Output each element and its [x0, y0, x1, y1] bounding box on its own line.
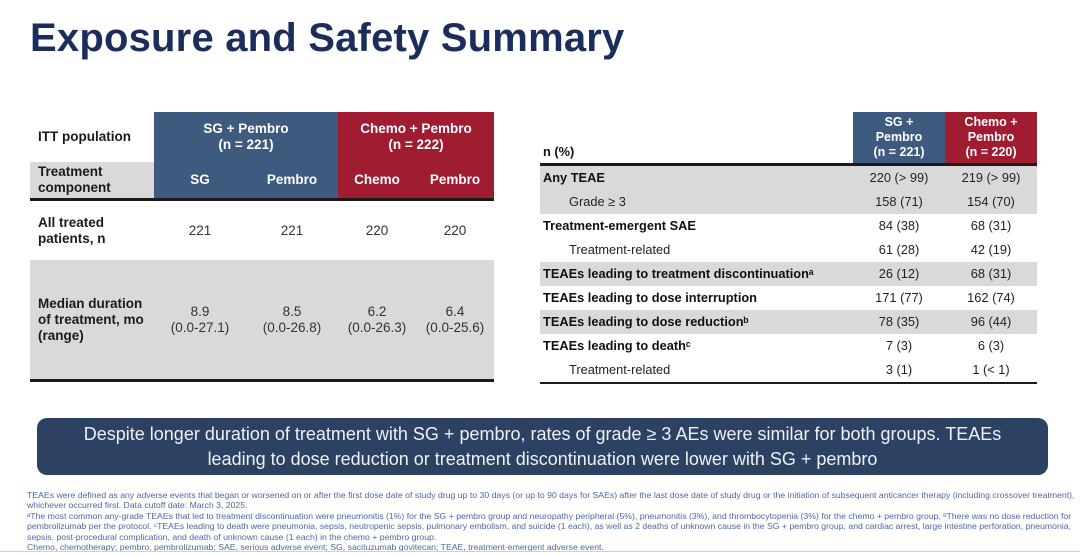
row-label: TEAEs leading to dose interruption — [543, 290, 758, 305]
row-any-teae: Any TEAE 220 (> 99) 219 (> 99) — [540, 165, 1037, 190]
value-cell: 42 (19) — [970, 242, 1012, 257]
slide-bottom-edge — [0, 551, 1080, 552]
row-label: TEAEs leading to deathᶜ — [543, 338, 691, 353]
row-teae-dose-interruption: TEAEs leading to dose interruption 171 (… — [540, 286, 1037, 310]
value-cell: 1 (< 1) — [972, 362, 1010, 377]
exposure-table-header-row: ITT population SG + Pembro (n = 221) Che… — [30, 112, 494, 162]
value-cell: 78 (35) — [878, 314, 920, 329]
value-cell: 171 (77) — [875, 290, 923, 305]
row-label: TEAEs leading to dose reductionᵇ — [543, 314, 749, 329]
sg-pembro-column-header: SG + Pembro (n = 221) — [853, 112, 945, 163]
value-cell: 6.4 (0.0-25.6) — [425, 303, 485, 335]
conclusion-text: Despite longer duration of treatment wit… — [83, 423, 1002, 469]
value-cell: 220 (> 99) — [869, 170, 929, 185]
value-cell: 221 — [280, 222, 304, 238]
footnote-line: pembrolizumab per the protocol. ᶜTEAEs l… — [27, 521, 1071, 532]
subcolumn-pembro-2: Pembro — [416, 162, 494, 198]
row-label: TEAEs leading to treatment discontinuati… — [543, 266, 814, 281]
footnote-line: whichever occurred first. Data cutoff da… — [27, 500, 248, 511]
footnote-line: sepsis, post-procedural complication, an… — [27, 531, 437, 542]
value-cell: 219 (> 99) — [961, 170, 1021, 185]
conclusion-callout: Despite longer duration of treatment wit… — [37, 418, 1048, 475]
table-divider — [540, 163, 1037, 166]
value-cell: 6.2 (0.0-26.3) — [347, 303, 407, 335]
footnote-line: Chemo, chemotherapy; pembro, pembrolizum… — [27, 542, 604, 553]
value-cell: 8.5 (0.0-26.8) — [262, 303, 322, 335]
safety-table-header-row: n (%) SG + Pembro (n = 221) Chemo + Pemb… — [540, 112, 1037, 163]
row-teae-death: TEAEs leading to deathᶜ 7 (3) 6 (3) — [540, 334, 1037, 358]
table-divider — [540, 381, 1037, 384]
n-percent-label: n (%) — [543, 144, 575, 159]
row-sae-treatment-related: Treatment-related 61 (28) 42 (19) — [540, 238, 1037, 262]
subcolumn-pembro-1: Pembro — [246, 162, 338, 198]
sg-pembro-group-header: SG + Pembro (n = 221) — [154, 112, 338, 162]
row-label: Grade ≥ 3 — [569, 194, 626, 209]
row-label: Treatment-emergent SAE — [543, 218, 696, 233]
value-cell: 84 (38) — [878, 218, 920, 233]
subcolumn-chemo: Chemo — [338, 162, 416, 198]
row-grade-ge-3: Grade ≥ 3 158 (71) 154 (70) — [540, 189, 1037, 214]
chemo-pembro-group-header: Chemo + Pembro (n = 222) — [338, 112, 494, 162]
treatment-component-label: Treatment component — [30, 162, 154, 198]
footnotes: TEAEs were defined as any adverse events… — [27, 490, 1075, 552]
itt-population-label: ITT population — [30, 112, 154, 162]
treatment-component-row: Treatment component SG Pembro Chemo Pemb… — [30, 162, 494, 198]
value-cell: 162 (74) — [967, 290, 1015, 305]
row-label: Treatment-related — [569, 242, 671, 257]
row-teae-discontinuation: TEAEs leading to treatment discontinuati… — [540, 261, 1037, 286]
safety-table: n (%) SG + Pembro (n = 221) Chemo + Pemb… — [540, 112, 1037, 384]
value-cell: 68 (31) — [970, 218, 1012, 233]
value-cell: 3 (1) — [885, 362, 913, 377]
table-divider — [30, 198, 494, 201]
value-cell: 6 (3) — [977, 338, 1005, 353]
value-cell: 154 (70) — [967, 194, 1015, 209]
row-label: Any TEAE — [543, 170, 605, 185]
row-label: Median duration of treatment, mo (range) — [38, 295, 144, 343]
chemo-pembro-column-header: Chemo + Pembro (n = 220) — [945, 112, 1037, 163]
row-label: Treatment-related — [569, 362, 671, 377]
value-cell: 61 (28) — [878, 242, 920, 257]
subcolumn-sg: SG — [154, 162, 246, 198]
value-cell: 221 — [188, 222, 212, 238]
footnote-line: ᵃThe most common any-grade TEAEs that le… — [27, 510, 1072, 521]
row-death-treatment-related: Treatment-related 3 (1) 1 (< 1) — [540, 358, 1037, 382]
page-title: Exposure and Safety Summary — [30, 16, 625, 60]
value-cell: 220 — [365, 222, 389, 238]
footnote-line: TEAEs were defined as any adverse events… — [27, 490, 1075, 500]
value-cell: 8.9 (0.0-27.1) — [170, 303, 230, 335]
value-cell: 7 (3) — [885, 338, 913, 353]
exposure-table: ITT population SG + Pembro (n = 221) Che… — [30, 112, 494, 382]
row-label: All treated patients, n — [38, 214, 106, 246]
value-cell: 158 (71) — [875, 194, 923, 209]
value-cell: 220 — [443, 222, 467, 238]
value-cell: 26 (12) — [878, 266, 920, 281]
row-median-duration: Median duration of treatment, mo (range)… — [30, 260, 494, 379]
value-cell: 96 (44) — [970, 314, 1012, 329]
row-all-treated-patients: All treated patients, n 221 221 220 220 — [30, 201, 494, 260]
table-divider — [30, 379, 494, 382]
value-cell: 68 (31) — [970, 266, 1012, 281]
row-teae-dose-reduction: TEAEs leading to dose reductionᵇ 78 (35)… — [540, 309, 1037, 334]
row-treatment-emergent-sae: Treatment-emergent SAE 84 (38) 68 (31) — [540, 214, 1037, 238]
